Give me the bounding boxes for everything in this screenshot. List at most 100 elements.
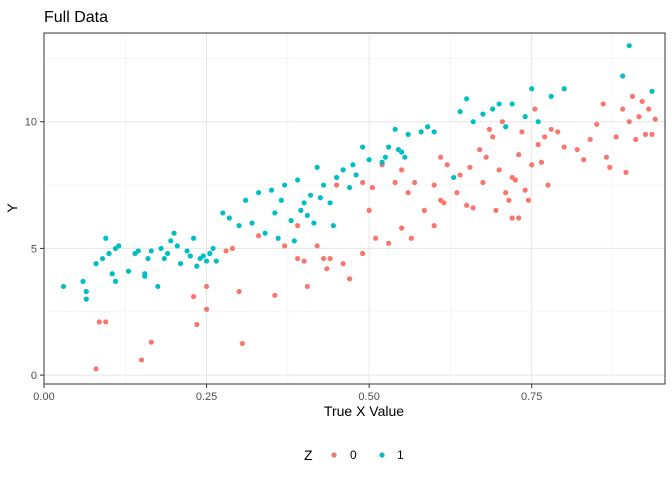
- point-series-0: [392, 179, 398, 186]
- point-series-1: [392, 126, 398, 132]
- point-series-1: [236, 223, 242, 229]
- point-series-1: [308, 192, 314, 198]
- legend-label-1: 1: [397, 448, 404, 462]
- point-series-1: [509, 101, 515, 107]
- point-series-1: [379, 159, 385, 165]
- point-series-0: [281, 243, 288, 249]
- point-series-1: [226, 215, 232, 221]
- point-series-0: [525, 197, 532, 203]
- point-series-1: [347, 184, 353, 191]
- point-series-0: [223, 248, 229, 254]
- point-series-1: [171, 230, 177, 236]
- point-series-0: [431, 182, 437, 188]
- point-series-1: [490, 106, 496, 112]
- point-series-0: [603, 154, 610, 160]
- x-tick-label: 0.75: [521, 391, 542, 403]
- point-series-1: [561, 86, 567, 92]
- point-series-1: [148, 248, 154, 254]
- point-series-0: [574, 146, 580, 153]
- point-series-1: [529, 86, 535, 92]
- point-series-0: [636, 114, 642, 120]
- point-series-0: [519, 129, 525, 135]
- legend-key-1: [379, 452, 385, 458]
- point-series-1: [168, 238, 174, 244]
- point-series-1: [382, 154, 388, 160]
- point-series-1: [431, 129, 437, 135]
- point-series-0: [457, 172, 463, 178]
- point-series-0: [236, 288, 242, 295]
- point-series-0: [96, 319, 102, 325]
- point-series-0: [203, 283, 210, 290]
- point-series-1: [242, 197, 249, 203]
- point-series-1: [93, 261, 99, 267]
- point-series-0: [626, 119, 632, 125]
- points: [60, 43, 658, 372]
- point-series-1: [425, 124, 431, 130]
- point-series-1: [109, 271, 115, 277]
- point-series-0: [535, 141, 541, 148]
- point-series-0: [613, 134, 619, 140]
- point-series-0: [229, 245, 236, 252]
- point-series-1: [317, 195, 323, 201]
- point-series-1: [142, 271, 148, 277]
- point-series-1: [255, 190, 262, 196]
- point-series-1: [386, 144, 392, 150]
- point-series-0: [516, 152, 522, 158]
- chart-title: Full Data: [44, 9, 108, 26]
- point-series-1: [496, 101, 502, 107]
- point-series-0: [623, 169, 629, 175]
- point-series-0: [652, 116, 658, 122]
- point-series-0: [561, 144, 567, 150]
- point-series-1: [295, 177, 301, 183]
- x-tick-label: 0.50: [358, 391, 379, 403]
- point-series-0: [594, 121, 600, 127]
- point-series-0: [441, 200, 447, 206]
- point-series-1: [327, 200, 333, 206]
- point-series-1: [125, 268, 132, 274]
- point-series-0: [454, 190, 460, 196]
- point-series-0: [480, 179, 486, 186]
- point-series-1: [470, 119, 476, 125]
- point-series-0: [408, 235, 414, 241]
- point-series-1: [457, 108, 463, 115]
- legend-label-0: 0: [350, 448, 357, 462]
- point-series-0: [103, 319, 109, 325]
- point-series-0: [646, 106, 652, 112]
- point-series-1: [314, 164, 320, 170]
- point-series-0: [490, 134, 496, 140]
- point-series-0: [194, 321, 200, 328]
- point-series-0: [607, 164, 613, 170]
- legend-title: Z: [304, 447, 313, 463]
- point-series-1: [503, 124, 509, 130]
- point-series-0: [470, 205, 476, 211]
- point-series-0: [360, 250, 366, 257]
- point-series-1: [418, 129, 424, 135]
- point-series-1: [350, 162, 356, 168]
- point-series-0: [483, 154, 489, 160]
- point-series-1: [161, 255, 167, 262]
- point-series-1: [145, 255, 151, 262]
- point-series-1: [187, 253, 193, 259]
- point-series-1: [177, 261, 184, 267]
- point-series-0: [620, 106, 626, 112]
- point-series-0: [138, 357, 145, 363]
- legend: Z 0 1: [304, 447, 404, 463]
- point-series-1: [535, 119, 541, 125]
- point-series-0: [512, 177, 519, 183]
- point-series-1: [213, 258, 219, 264]
- point-series-0: [506, 197, 512, 203]
- point-series-1: [158, 245, 164, 252]
- point-series-1: [620, 73, 626, 79]
- point-series-1: [207, 250, 213, 257]
- grid: [43, 33, 665, 384]
- point-series-1: [321, 182, 327, 188]
- point-series-0: [314, 243, 320, 249]
- point-series-1: [106, 250, 112, 257]
- point-series-0: [93, 366, 99, 372]
- point-series-0: [529, 162, 535, 168]
- point-series-0: [496, 167, 502, 173]
- point-series-0: [581, 157, 587, 163]
- point-series-0: [373, 235, 379, 241]
- point-series-1: [649, 88, 655, 94]
- point-series-0: [642, 131, 649, 137]
